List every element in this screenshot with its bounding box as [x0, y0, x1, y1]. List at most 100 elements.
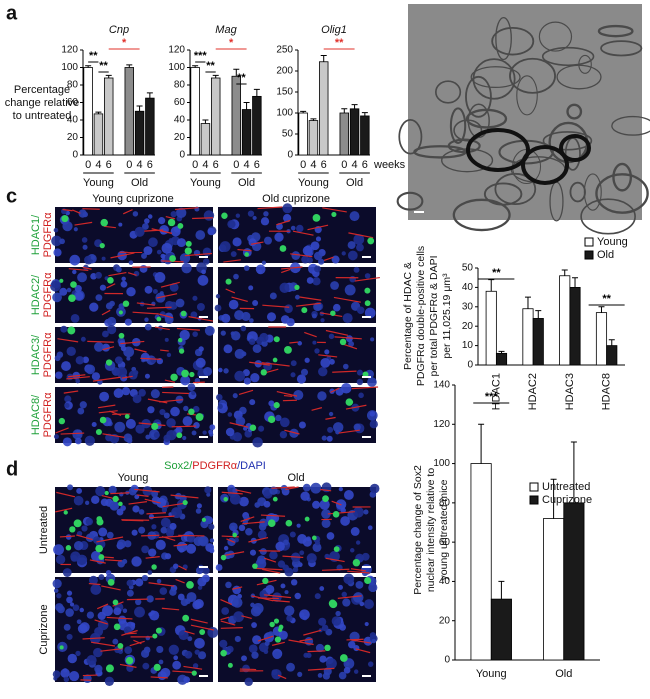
- nucleus: [144, 373, 150, 379]
- process: [248, 536, 269, 543]
- nucleus: [241, 351, 247, 357]
- nucleus: [217, 403, 223, 409]
- nucleus: [52, 292, 62, 303]
- nucleus: [259, 589, 269, 599]
- nucleus: [148, 514, 155, 520]
- nucleus: [53, 227, 59, 233]
- nucleus: [322, 672, 331, 680]
- process: [98, 404, 116, 409]
- process: [174, 207, 199, 211]
- nucleus: [198, 651, 207, 660]
- nucleus: [341, 591, 347, 598]
- group-label: Old: [238, 177, 255, 189]
- nucleus: [175, 207, 187, 219]
- nucleus: [342, 313, 353, 324]
- nucleus: [261, 340, 268, 347]
- nucleus: [311, 313, 317, 319]
- bar: [190, 67, 200, 156]
- nucleus: [291, 251, 301, 260]
- nucleus: [157, 671, 167, 681]
- nucleus: [234, 310, 244, 321]
- em-texture: [470, 66, 521, 89]
- nucleus: [98, 574, 105, 580]
- error-bar: [243, 102, 250, 110]
- nucleus: [94, 664, 103, 674]
- stain: [156, 316, 162, 322]
- process: [72, 209, 81, 214]
- em-texture: [600, 40, 643, 57]
- nucleus: [148, 548, 157, 557]
- nucleus: [297, 534, 307, 544]
- nucleus: [156, 497, 167, 508]
- nucleus: [165, 300, 174, 310]
- nucleus: [252, 437, 263, 448]
- stain: [95, 544, 103, 553]
- process: [282, 555, 304, 559]
- nucleus: [150, 357, 157, 364]
- nucleus: [168, 644, 179, 655]
- nucleus: [321, 435, 327, 441]
- nucleus: [227, 412, 233, 417]
- process: [144, 229, 164, 232]
- nucleus: [95, 486, 106, 497]
- error-bar: [550, 478, 557, 519]
- nucleus: [197, 275, 209, 286]
- nucleus: [140, 352, 150, 362]
- process: [331, 500, 342, 506]
- stain: [176, 432, 183, 439]
- nucleus: [124, 540, 132, 548]
- nucleus: [273, 651, 282, 660]
- legend-swatch: [529, 482, 539, 492]
- em-texture: [556, 64, 602, 90]
- process: [299, 296, 322, 301]
- error-bar: [126, 64, 133, 68]
- stain: [70, 281, 77, 288]
- bar: [210, 77, 221, 156]
- bar: [606, 345, 618, 366]
- process: [134, 348, 147, 353]
- stain: [58, 417, 66, 425]
- nucleus: [182, 435, 187, 441]
- em-texture: [396, 191, 424, 211]
- stain: [69, 526, 76, 533]
- nucleus: [82, 244, 88, 250]
- process: [101, 585, 121, 591]
- nucleus: [154, 272, 166, 283]
- nucleus: [252, 300, 259, 306]
- x-tick-label: 4: [244, 159, 250, 171]
- nucleus: [221, 313, 231, 323]
- process: [337, 595, 362, 599]
- process: [257, 206, 283, 210]
- nucleus: [143, 646, 151, 654]
- nucleus: [131, 622, 136, 627]
- column-label: Young: [118, 472, 149, 484]
- nucleus: [261, 260, 267, 265]
- nucleus: [332, 303, 341, 312]
- nucleus: [66, 590, 73, 596]
- nucleus: [89, 302, 99, 312]
- bar: [360, 115, 370, 156]
- nucleus: [148, 237, 158, 248]
- em-texture: [583, 173, 602, 211]
- nucleus: [62, 221, 73, 232]
- group-label: Young: [190, 177, 221, 189]
- nucleus: [70, 555, 78, 562]
- nucleus: [109, 300, 115, 307]
- process: [235, 489, 252, 494]
- nucleus: [60, 325, 68, 333]
- stain: [322, 495, 329, 503]
- nucleus: [169, 522, 177, 530]
- em-texture: [580, 198, 636, 235]
- y-tick-label: 120: [61, 45, 78, 56]
- nucleus: [245, 528, 253, 536]
- nucleus: [185, 598, 191, 605]
- stain: [68, 294, 76, 303]
- stain: [63, 510, 68, 515]
- panel-letter: d: [6, 458, 18, 480]
- nucleus: [327, 426, 334, 433]
- stain: [124, 414, 130, 419]
- error-bar: [351, 104, 358, 109]
- stain: [73, 519, 82, 528]
- nucleus: [348, 641, 356, 649]
